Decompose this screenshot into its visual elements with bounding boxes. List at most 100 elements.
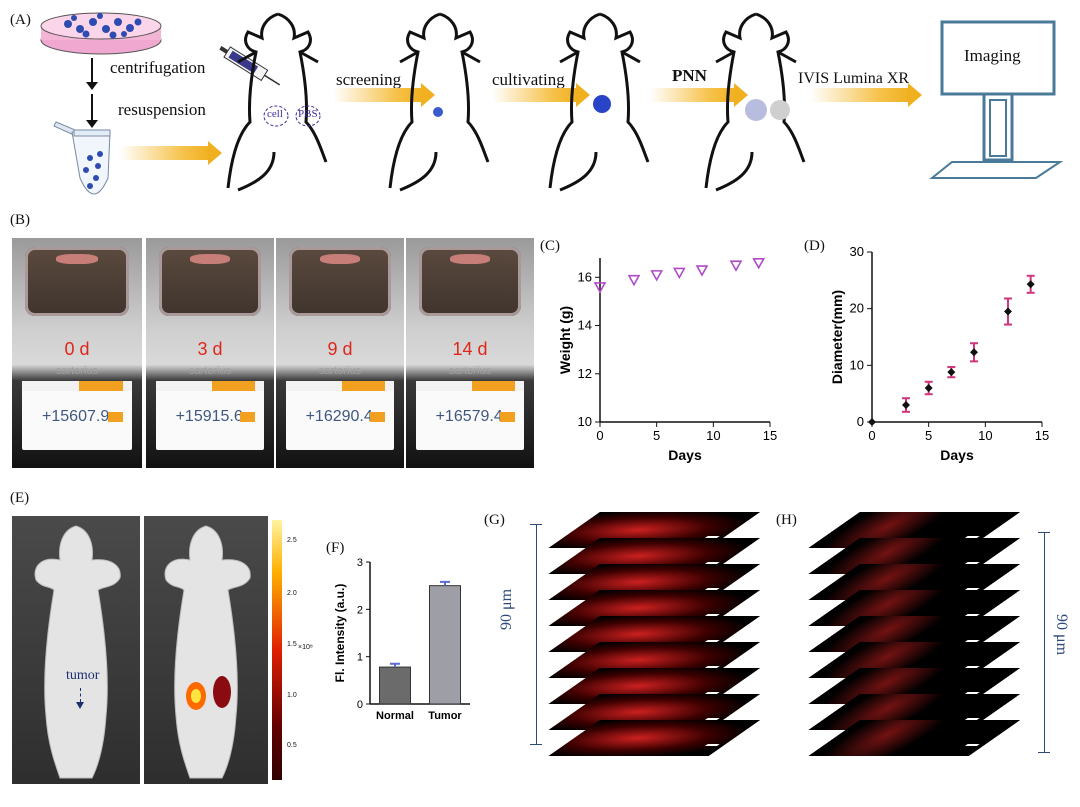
- y-tick-label: 12: [578, 366, 592, 381]
- scale-brand: sartorius: [188, 364, 232, 377]
- day-label: 0 d: [64, 339, 90, 360]
- data-point: [593, 282, 607, 294]
- x-tick-label: 0: [596, 428, 603, 443]
- x-tick-label: 10: [978, 428, 992, 443]
- petri-dish-illustration: [40, 12, 162, 55]
- scale-photo-day9: 9 d sartorius +16290.4: [276, 238, 404, 468]
- mouse-cultivating-illustration: [548, 12, 650, 192]
- y-tick-label: 3: [357, 557, 363, 569]
- mouse-injection-illustration: [226, 12, 328, 192]
- scale-reading: +15915.6: [175, 408, 243, 426]
- bar: [379, 666, 411, 705]
- step-screening: screening: [336, 70, 402, 89]
- panel-b-label: (B): [10, 212, 30, 228]
- depth-bar-g-top: [530, 524, 542, 525]
- ivis-bright-image: tumor: [12, 516, 140, 784]
- arrow-ivis: [810, 83, 922, 107]
- step-cultivating: cultivating: [492, 70, 565, 89]
- x-tick-label: 5: [925, 428, 932, 443]
- depth-label-g: 90 μm: [498, 588, 515, 630]
- colorbar-tick: 1.0: [287, 692, 297, 699]
- panel-c-label: (C): [540, 238, 560, 254]
- x-axis-label: Days: [940, 447, 974, 463]
- y-tick-label: 10: [850, 357, 864, 372]
- data-point: [902, 401, 910, 409]
- scale-photo-day0: 0 d sartorius +15607.9: [12, 238, 142, 468]
- x-tick-label: 15: [763, 428, 777, 443]
- y-tick-label: 14: [578, 318, 592, 333]
- diameter-chart: 0 5 10 15 0 10 20 30 Days Diameter(mm): [829, 244, 1049, 463]
- x-axis-label: Days: [668, 447, 702, 463]
- depth-bar-g: [536, 524, 537, 744]
- y-tick-label: 2: [357, 604, 363, 616]
- down-arrow-2-head: [86, 120, 98, 128]
- down-arrow-1-head: [86, 82, 98, 90]
- panel-h-label: (H): [776, 512, 797, 528]
- colorbar-tick: 2.5: [287, 537, 297, 544]
- data-point: [752, 258, 766, 270]
- depth-bar-g-bottom: [530, 744, 542, 745]
- x-tick-label: 15: [1035, 428, 1049, 443]
- data-point: [695, 265, 709, 277]
- mouse-pnn-illustration: [704, 12, 806, 192]
- tumor-arrow: [80, 688, 82, 702]
- panel-d-label: (D): [804, 238, 825, 254]
- mouse-photo-fluorescence: [164, 525, 251, 779]
- panel-e-label: (E): [10, 490, 30, 506]
- scale-reading: +15607.9: [42, 408, 110, 426]
- category-label: Normal: [376, 710, 414, 722]
- syringe-illustration: [219, 46, 281, 86]
- panel-a-label: (A): [10, 12, 31, 28]
- y-tick-label: 0: [857, 414, 864, 429]
- intensity-bar-chart: 0 1 2 3 Fl. Intensity (a.u.) Normal Tumor: [333, 557, 470, 722]
- colorbar-tick: 2.0: [287, 590, 297, 597]
- mouse-photo-bright: [34, 525, 121, 779]
- arrow-pnn: [650, 83, 748, 107]
- scale-photo-day14: 14 d sartorius +16579.4: [406, 238, 534, 468]
- day-label: 14 d: [452, 339, 488, 360]
- arrow-to-injection: [120, 141, 222, 165]
- category-label: Tumor: [428, 710, 462, 722]
- day-label: 9 d: [327, 339, 353, 360]
- y-axis-label: Weight (g): [557, 306, 573, 374]
- depth-label-h: 90 μm: [1053, 614, 1070, 656]
- data-point: [729, 260, 743, 272]
- tumor-arrow-head: [76, 702, 84, 709]
- x-tick-label: 5: [653, 428, 660, 443]
- depth-bar-h: [1044, 532, 1045, 752]
- data-point: [924, 384, 933, 392]
- bar: [429, 585, 461, 705]
- y-tick-label: 20: [850, 301, 864, 316]
- data-point: [947, 368, 956, 377]
- ivis-fluorescence-image: [144, 516, 268, 784]
- data-point: [868, 418, 876, 426]
- y-tick-label: 30: [850, 244, 864, 259]
- colorbar: [272, 520, 282, 780]
- y-tick-label: 0: [357, 699, 363, 711]
- down-arrow-2: [91, 94, 93, 122]
- x-tick-label: 10: [706, 428, 720, 443]
- data-point: [1004, 307, 1012, 316]
- step-ivis: IVIS Lumina XR: [798, 70, 910, 87]
- panel-g-label: (G): [484, 512, 505, 528]
- step-resuspension: resuspension: [118, 100, 206, 119]
- imaging-label: Imaging: [964, 46, 1021, 65]
- step-pnn: PNN: [672, 66, 707, 85]
- day-label: 3 d: [197, 339, 223, 360]
- colorbar-unit: ×10⁸: [298, 644, 313, 651]
- tube-illustration: [53, 121, 111, 195]
- zstack-tumor: [548, 512, 760, 792]
- cell-label: cell: [267, 108, 283, 120]
- scale-tick: [964, 744, 980, 746]
- arrow-cultivating: [492, 83, 590, 107]
- scale-tick: [704, 744, 720, 746]
- y-axis-label: Fl. Intensity (a.u.): [333, 584, 347, 683]
- scale-brand: sartorius: [318, 364, 362, 377]
- data-point: [627, 274, 641, 287]
- scale-photo-day3: 3 d sartorius +15915.6: [146, 238, 274, 468]
- weight-chart: 0 5 10 15 10 12 14 16 Days Weight (g): [557, 258, 777, 463]
- scale-reading: +16290.4: [305, 408, 373, 426]
- tumor-label: tumor: [66, 668, 100, 683]
- y-tick-label: 1: [357, 652, 363, 664]
- data-point: [1026, 280, 1035, 289]
